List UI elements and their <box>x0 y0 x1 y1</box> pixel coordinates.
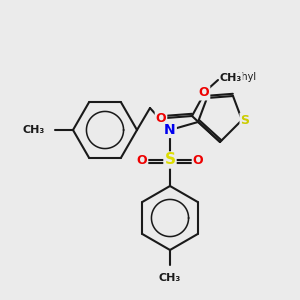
Text: N: N <box>164 123 176 137</box>
Text: O: O <box>193 154 203 166</box>
Text: O: O <box>199 86 209 100</box>
Text: methyl: methyl <box>222 72 256 82</box>
Text: S: S <box>164 152 175 167</box>
Text: S: S <box>241 113 250 127</box>
Text: O: O <box>156 112 166 124</box>
Text: CH₃: CH₃ <box>23 125 45 135</box>
Text: O: O <box>137 154 147 166</box>
Text: CH₃: CH₃ <box>220 73 242 83</box>
Text: CH₃: CH₃ <box>159 273 181 283</box>
